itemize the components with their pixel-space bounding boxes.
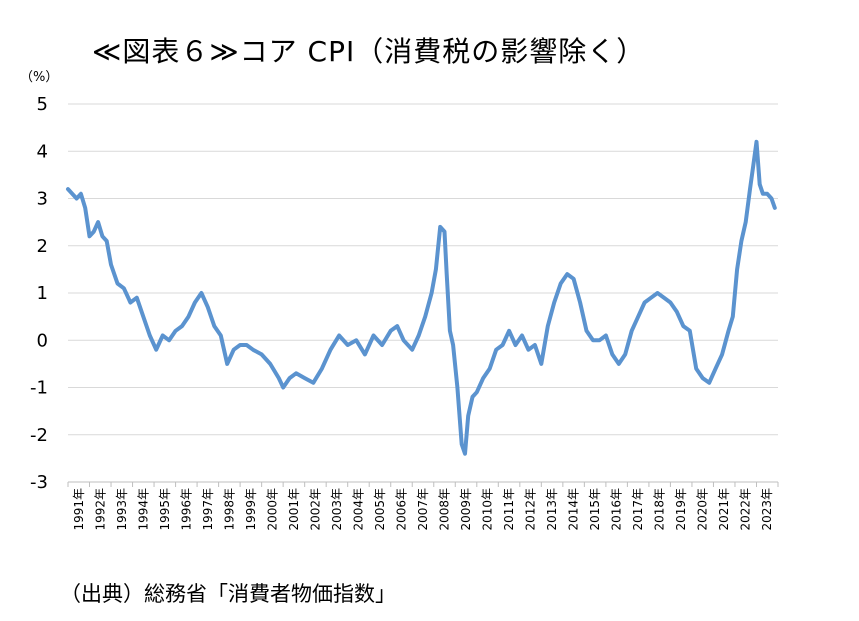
x-tick-label: 1996年: [179, 488, 193, 531]
x-tick-label: 2004年: [351, 488, 365, 531]
source-note: （出典）総務省「消費者物価指数」: [60, 582, 396, 606]
series-line-core-cpi: [66, 139, 777, 456]
x-axis: [67, 481, 779, 487]
x-tick-label: 1998年: [222, 488, 236, 531]
x-tick-label: 2017年: [631, 488, 645, 531]
x-tick-label: 1993年: [115, 488, 129, 531]
x-tick-label: 2008年: [438, 488, 452, 531]
x-tick-label: 1992年: [93, 488, 107, 531]
y-tick-label: 5: [37, 94, 48, 115]
x-tick-label: 2003年: [330, 488, 344, 531]
chart-title: ≪図表６≫コア CPI（消費税の影響除く）: [92, 35, 646, 68]
x-tick-label: 1999年: [244, 488, 258, 531]
x-tick-label: 1994年: [136, 488, 150, 531]
x-tick-label: 2016年: [610, 488, 624, 531]
y-tick-label: 0: [37, 330, 48, 351]
y-tick-label: -1: [30, 378, 48, 399]
x-tick-label: 2002年: [308, 488, 322, 531]
x-tick-label: 2023年: [760, 488, 774, 531]
x-tick-label: 2010年: [481, 488, 495, 531]
x-tick-label: 2014年: [567, 488, 581, 531]
x-tick-label: 2021年: [717, 488, 731, 531]
x-tick-label: 2018年: [653, 488, 667, 531]
x-tick-label: 2005年: [373, 488, 387, 531]
y-tick-label: -2: [30, 425, 48, 446]
x-tick-label: 2022年: [739, 488, 753, 531]
y-tick-label: 3: [37, 189, 48, 210]
x-tick-label: 2020年: [696, 488, 710, 531]
x-tick-label: 2012年: [524, 488, 538, 531]
x-tick-label: 2019年: [674, 488, 688, 531]
y-axis-unit-label: （%）: [20, 70, 59, 85]
x-tick-label: 2011年: [502, 488, 516, 531]
x-tick-label: 1995年: [158, 488, 172, 531]
x-tick-label: 2013年: [545, 488, 559, 531]
y-tick-label: 1: [37, 283, 48, 304]
x-tick-label: 2015年: [588, 488, 602, 531]
series-lines: [66, 139, 777, 456]
gridlines: [68, 103, 778, 436]
y-axis-ticks: 5 4 3 2 1 0 -1 -2 -3: [30, 94, 48, 493]
x-tick-label: 1991年: [72, 488, 86, 531]
x-tick-label: 2006年: [394, 488, 408, 531]
y-tick-label: -3: [30, 472, 48, 493]
x-tick-label: 2007年: [416, 488, 430, 531]
x-tick-label: 2000年: [265, 488, 279, 531]
x-tick-label: 1997年: [201, 488, 215, 531]
x-tick-label: 2009年: [459, 488, 473, 531]
x-axis-ticks: 1991年 1992年 1993年 1994年 1995年 1996年 1997年 1998年…: [72, 488, 774, 531]
y-tick-label: 2: [37, 236, 48, 257]
y-tick-label: 4: [37, 141, 48, 162]
x-tick-label: 2001年: [287, 488, 301, 531]
